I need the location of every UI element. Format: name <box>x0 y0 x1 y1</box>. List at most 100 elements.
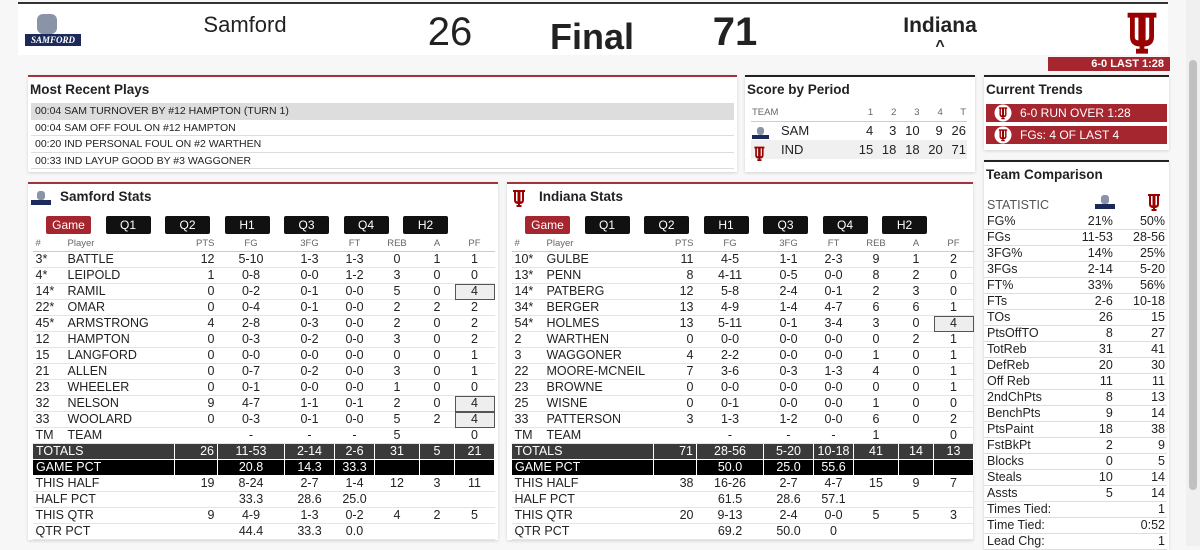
team-row: IND 15 18 18 20 71 <box>751 140 967 159</box>
summary-cell: 8-24 <box>217 475 285 493</box>
stat-cell: TEAM <box>543 427 654 445</box>
stat-cell: 2 <box>374 315 420 333</box>
stat-cell: 0-0 <box>813 395 854 413</box>
player-row: 4* LEIPOLD 1 0-8 0-0 1-2 3 0 0 <box>32 267 495 285</box>
summary-cell: 11-53 <box>217 443 285 461</box>
period-tab[interactable]: Q1 <box>105 216 151 234</box>
box-score-table: # Player PTS FG 3FG FT REB A PF 3* BATTLE 12 5-10 1-3… <box>32 236 495 541</box>
stat-cell: 0-0 <box>334 315 375 333</box>
comparison-row: 3FGs 2-14 5-20 <box>984 261 1167 279</box>
stat-cell: 0 <box>898 363 934 381</box>
stat-cell: NELSON <box>64 395 175 413</box>
period-score: 18 <box>881 142 897 157</box>
stat-cell: 2 <box>933 411 974 429</box>
trend-item: FGs: 4 OF LAST 4 <box>986 126 1167 144</box>
stat-cell: 22 <box>511 363 544 381</box>
player-row: 22 MOORE-MCNEIL 7 3-6 0-3 1-3 4 0 1 <box>511 363 974 381</box>
summary-cell: THIS HALF <box>511 475 654 493</box>
comparison-row: Steals 10 14 <box>984 469 1167 487</box>
stat-cell: 0-3 <box>763 363 814 381</box>
stat-cell: 1 <box>933 347 974 365</box>
stat-value: 11-53 <box>1064 229 1115 247</box>
summary-cell <box>454 491 495 509</box>
scroll-thumb[interactable] <box>1189 60 1197 490</box>
stat-cell: 1 <box>853 347 899 365</box>
stat-cell: LANGFORD <box>64 347 175 365</box>
summary-cell: 14.3 <box>284 459 335 477</box>
trend-logo <box>994 126 1012 144</box>
summary-cell: 12 <box>374 475 420 493</box>
summary-cell: 28.6 <box>763 491 814 509</box>
stat-cell: PENN <box>543 267 654 285</box>
column-header: 3FG <box>763 236 814 253</box>
stat-cell: 14* <box>511 283 544 301</box>
stat-cell: OMAR <box>64 299 175 317</box>
column-header: # <box>511 236 544 253</box>
stat-cell: 1-3 <box>284 251 335 269</box>
summary-cell: 71 <box>653 443 697 461</box>
period-tab[interactable]: H1 <box>224 216 270 234</box>
stat-cell: 0-0 <box>334 283 375 301</box>
summary-cell <box>374 523 420 541</box>
stat-value: 14 <box>1114 469 1167 487</box>
period-tab[interactable]: Q3 <box>284 216 329 234</box>
stat-value: 31 <box>1064 341 1115 359</box>
scrollbar[interactable] <box>1186 0 1200 546</box>
summary-cell: 2-6 <box>334 443 375 461</box>
stat-cell: 4-9 <box>696 299 764 317</box>
stat-cell: 0-0 <box>813 411 854 429</box>
period-tab[interactable]: Q4 <box>822 216 868 234</box>
period-tab[interactable]: H1 <box>703 216 749 234</box>
stat-label: TOs <box>984 309 1064 327</box>
summary-cell: 5-20 <box>763 443 814 461</box>
stat-cell: 0 <box>174 411 218 429</box>
header-row: # Player PTS FG 3FG FT REB A PF <box>511 236 974 253</box>
summary-cell: 44.4 <box>217 523 285 541</box>
player-row: 15 LANGFORD 0 0-0 0-0 0-0 0 0 1 <box>32 347 495 365</box>
stat-cell: 8 <box>653 267 697 285</box>
stat-cell: 23 <box>32 379 65 397</box>
stat-cell: 3-4 <box>813 315 854 333</box>
stat-cell: GULBE <box>543 251 654 269</box>
period-tab[interactable]: Q2 <box>644 216 689 234</box>
period-tab[interactable]: H2 <box>403 216 448 234</box>
summary-cell <box>419 459 455 477</box>
summary-cell: 5 <box>898 507 934 525</box>
stat-cell: 3 <box>511 347 544 365</box>
trend-badge: 6-0 LAST 1:28 <box>1048 57 1170 71</box>
player-row: 14* PATBERG 12 5-8 2-4 0-1 2 3 0 <box>511 283 974 301</box>
comparison-row: Lead Chg: 1 <box>984 533 1167 550</box>
period-tab[interactable]: H2 <box>882 216 927 234</box>
column-header: A <box>419 236 455 253</box>
comparison-row: Assts 5 14 <box>984 485 1167 503</box>
stat-label: 3FGs <box>984 261 1064 279</box>
period-tab[interactable]: Q3 <box>763 216 808 234</box>
home-mini-logo <box>1148 194 1160 211</box>
stat-cell: LEIPOLD <box>64 267 175 285</box>
stat-cell: - <box>334 427 375 445</box>
summary-row: THIS QTR 9 4-9 1-3 0-2 4 2 5 <box>32 507 495 525</box>
summary-cell <box>933 491 974 509</box>
period-tab[interactable]: Q1 <box>584 216 630 234</box>
stat-value: 11 <box>1064 373 1115 391</box>
period-score: 71 <box>951 142 966 157</box>
summary-cell: 57.1 <box>813 491 854 509</box>
period-tab[interactable]: Q2 <box>165 216 210 234</box>
stat-cell: 0-1 <box>696 395 764 413</box>
period-tab[interactable]: Q4 <box>343 216 389 234</box>
period-tab[interactable]: Game <box>525 216 570 234</box>
stat-value: 26 <box>1064 309 1115 327</box>
home-logo <box>1127 12 1157 54</box>
stat-cell: 2 <box>374 299 420 317</box>
summary-cell <box>933 523 974 541</box>
summary-cell: QTR PCT <box>32 523 175 541</box>
stat-cell: 3 <box>853 315 899 333</box>
stat-value: 2-6 <box>1064 293 1115 311</box>
stat-cell: 3 <box>653 411 697 429</box>
stat-cell: 0-0 <box>334 363 375 381</box>
stat-cell: WAGGONER <box>543 347 654 365</box>
period-tab[interactable]: Game <box>46 216 91 234</box>
summary-cell: 61.5 <box>696 491 764 509</box>
stat-cell: 0-0 <box>696 379 764 397</box>
possession-caret[interactable]: ^ <box>935 38 945 55</box>
